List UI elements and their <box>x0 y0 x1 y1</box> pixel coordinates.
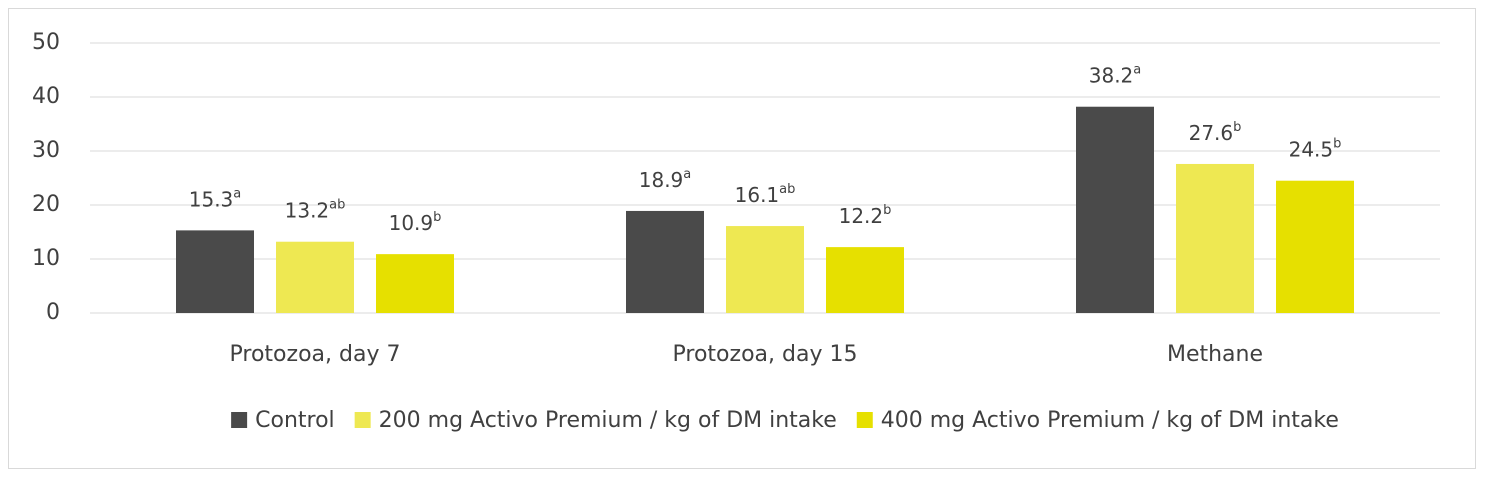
value-number: 38.2 <box>1089 63 1134 87</box>
legend-swatch <box>231 412 248 428</box>
y-tick-label: 50 <box>32 30 60 55</box>
value-label: 38.2a <box>1089 62 1142 87</box>
value-label: 10.9b <box>389 210 442 235</box>
value-number: 13.2 <box>285 198 330 222</box>
value-number: 18.9 <box>639 167 684 191</box>
y-tick-label: 20 <box>32 192 60 217</box>
value-superscript: ab <box>329 197 345 212</box>
value-number: 27.6 <box>1189 120 1234 144</box>
value-superscript: a <box>683 166 691 181</box>
bar <box>826 247 904 313</box>
x-tick-label: Protozoa, day 7 <box>230 342 401 367</box>
bar <box>1176 163 1254 313</box>
bar <box>1276 180 1354 313</box>
value-number: 12.2 <box>839 204 884 228</box>
value-superscript: a <box>233 186 241 201</box>
value-label: 27.6b <box>1189 119 1242 144</box>
value-label: 12.2b <box>839 203 892 228</box>
value-label: 24.5b <box>1289 136 1342 161</box>
value-number: 24.5 <box>1289 137 1334 161</box>
bar <box>626 210 704 313</box>
x-tick-label: Protozoa, day 15 <box>673 342 858 367</box>
value-number: 10.9 <box>389 211 434 235</box>
y-tick-label: 10 <box>32 246 60 271</box>
value-superscript: b <box>883 203 891 218</box>
value-label: 13.2ab <box>285 197 346 222</box>
value-label: 18.9a <box>639 166 692 191</box>
y-tick-label: 0 <box>46 300 60 325</box>
y-tick-label: 40 <box>32 84 60 109</box>
legend-label: 200 mg Activo Premium / kg of DM intake <box>379 408 837 433</box>
value-superscript: b <box>1233 119 1241 134</box>
bar <box>726 226 804 313</box>
value-superscript: b <box>433 210 441 225</box>
bar <box>376 254 454 313</box>
legend-label: Control <box>255 408 335 433</box>
legend: Control 200 mg Activo Premium / kg of DM … <box>231 408 1339 433</box>
value-label: 15.3a <box>189 186 242 211</box>
bar <box>1076 106 1154 313</box>
y-tick-label: 30 <box>32 138 60 163</box>
value-number: 16.1 <box>735 183 780 207</box>
legend-label: 400 mg Activo Premium / kg of DM intake <box>881 408 1339 433</box>
bar <box>276 241 354 313</box>
value-number: 15.3 <box>189 187 234 211</box>
value-superscript: a <box>1133 62 1141 77</box>
value-superscript: b <box>1333 136 1341 151</box>
value-superscript: ab <box>779 182 795 197</box>
x-tick-label: Methane <box>1167 342 1263 367</box>
value-label: 16.1ab <box>735 182 796 207</box>
bar <box>176 230 254 313</box>
legend-swatch <box>354 412 371 428</box>
legend-swatch <box>856 412 873 428</box>
